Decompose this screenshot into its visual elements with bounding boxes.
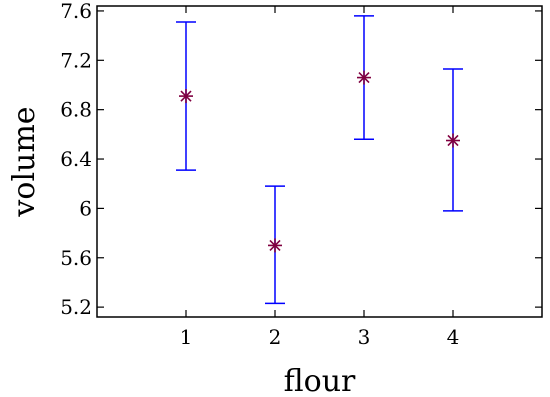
markers [179,70,460,253]
error-bars [176,15,463,305]
y-tick-label: 6 [79,196,92,220]
x-axis-label: flour [284,364,356,397]
marker-stroke [358,71,370,84]
data-point-marker [179,89,193,104]
marker-stroke [180,90,192,102]
x-tick-label: 4 [447,325,460,349]
data-point-marker [446,133,460,148]
y-axis-label: volume [7,106,42,217]
marker-stroke [447,134,459,147]
x-tick-label: 3 [358,325,371,349]
y-tick-label: 5.2 [60,295,92,319]
data-point-marker [357,70,371,85]
y-tick-label: 6.8 [60,98,92,122]
axes [96,5,543,318]
y-tick-label: 7.2 [60,48,92,72]
y-tick-label: 5.6 [60,246,92,270]
y-tick-label: 6.4 [60,147,92,171]
x-tick-label: 1 [180,325,193,349]
x-tick-label: 2 [269,325,282,349]
marker-stroke [269,239,281,252]
ticks: 5.2 5.6 6 6.4 6.8 7.2 7.6 1 2 3 4 [60,0,542,349]
data-point-marker [268,238,282,253]
y-tick-label: 7.6 [60,0,92,23]
plot-frame [96,5,543,318]
